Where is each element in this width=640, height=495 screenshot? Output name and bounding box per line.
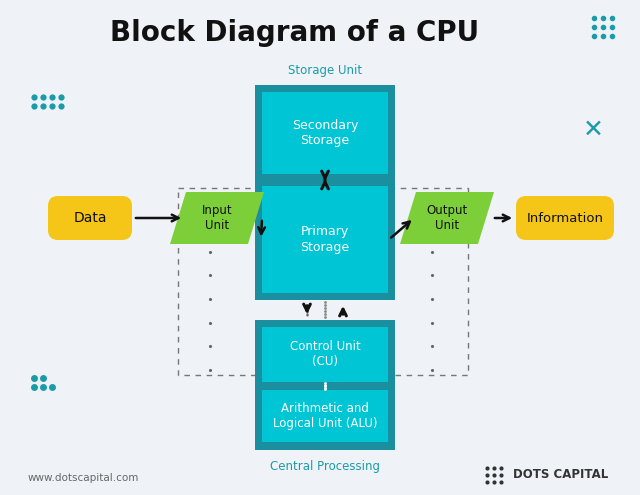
FancyBboxPatch shape — [262, 92, 388, 174]
Text: ✕: ✕ — [582, 118, 604, 142]
Text: Secondary
Storage: Secondary Storage — [292, 119, 358, 147]
Text: Data: Data — [73, 211, 107, 225]
FancyBboxPatch shape — [262, 327, 388, 382]
Text: Arithmetic and
Logical Unit (ALU): Arithmetic and Logical Unit (ALU) — [273, 402, 377, 430]
FancyBboxPatch shape — [262, 390, 388, 442]
FancyBboxPatch shape — [255, 320, 395, 450]
Polygon shape — [400, 192, 494, 244]
Text: Primary
Storage: Primary Storage — [300, 226, 349, 253]
Text: Central Processing: Central Processing — [270, 460, 380, 473]
Text: Control Unit
(CU): Control Unit (CU) — [290, 341, 360, 368]
Text: Output
Unit: Output Unit — [426, 204, 468, 232]
Text: www.dotscapital.com: www.dotscapital.com — [28, 473, 140, 483]
Text: Storage Unit: Storage Unit — [288, 64, 362, 77]
FancyBboxPatch shape — [262, 186, 388, 293]
FancyBboxPatch shape — [255, 85, 395, 300]
FancyBboxPatch shape — [48, 196, 132, 240]
Text: Block Diagram of a CPU: Block Diagram of a CPU — [111, 19, 479, 47]
Polygon shape — [170, 192, 264, 244]
Text: Information: Information — [527, 211, 604, 225]
Text: DOTS CAPITAL: DOTS CAPITAL — [513, 468, 608, 482]
FancyBboxPatch shape — [516, 196, 614, 240]
Text: Input
Unit: Input Unit — [202, 204, 232, 232]
